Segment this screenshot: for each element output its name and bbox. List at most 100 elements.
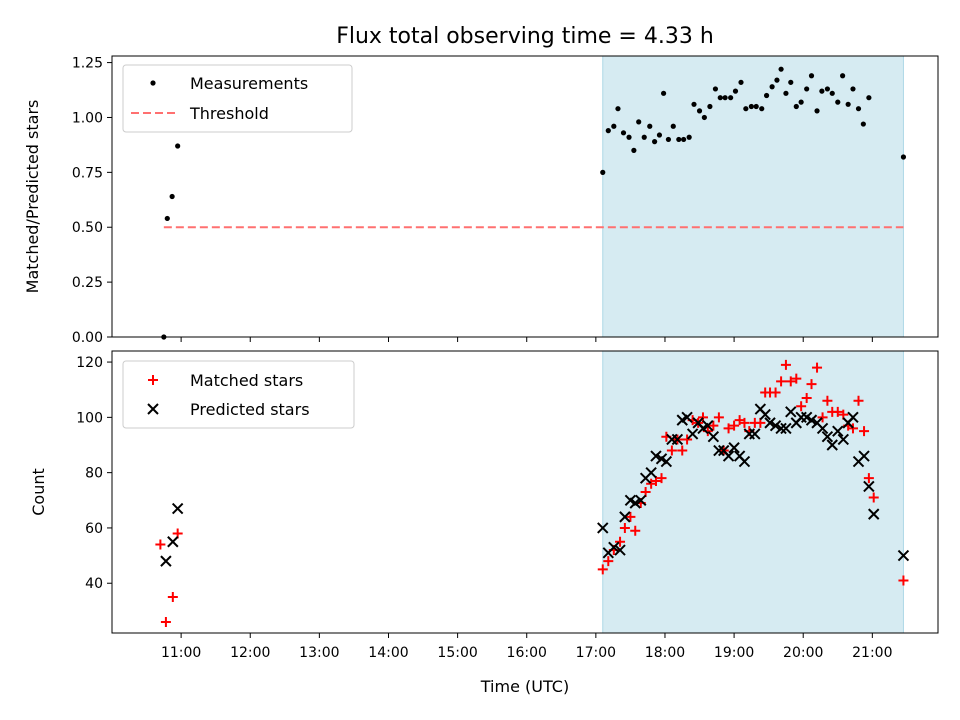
measurement-point: [670, 123, 676, 129]
measurement-point: [824, 86, 831, 92]
matched-point: [898, 575, 909, 586]
y-tick-label: 40: [85, 576, 103, 592]
x-tick-label: 17:00: [576, 645, 616, 661]
measurement-point: [778, 66, 784, 72]
predicted-point: [897, 549, 910, 562]
measurement-point: [631, 147, 637, 153]
y-tick-label: 60: [85, 521, 103, 537]
predicted-point: [816, 422, 829, 435]
predicted-point: [769, 419, 782, 432]
predicted-point: [645, 466, 657, 479]
matched-point: [723, 423, 734, 434]
matched-point: [832, 406, 843, 417]
y-axis-label: Matched/Predicted stars: [23, 100, 42, 294]
matched-point: [739, 417, 750, 428]
plot-frame: [111, 350, 939, 634]
measurement-point: [620, 130, 627, 136]
matched-point: [160, 616, 171, 627]
matched-point: [682, 434, 693, 445]
matched-point: [822, 395, 833, 406]
matched-point: [656, 473, 667, 484]
predicted-point: [167, 536, 179, 548]
predicted-point: [780, 422, 792, 435]
measurement-point: [783, 90, 789, 96]
measurement-point: [636, 119, 642, 125]
measurement-point: [845, 101, 851, 107]
measurement-point: [804, 86, 810, 92]
matched-point: [785, 376, 796, 387]
measurement-point: [900, 154, 907, 160]
predicted-point: [821, 430, 834, 443]
predicted-point: [629, 497, 641, 509]
predicted-point: [650, 450, 662, 462]
measurement-point: [840, 73, 846, 79]
predicted-point: [660, 455, 673, 468]
predicted-point: [847, 411, 859, 424]
measurement-point: [701, 114, 707, 121]
measurement-point: [605, 128, 611, 134]
x-tick-label: 16:00: [507, 645, 547, 661]
measurement-point: [793, 103, 799, 110]
y-axis-label: Count: [29, 468, 48, 516]
matched-point: [167, 592, 178, 603]
measurement-point: [164, 215, 170, 222]
predicted-point: [702, 419, 714, 432]
matched-point: [708, 420, 719, 431]
legend-matched-marker: [148, 375, 158, 385]
matched-point: [776, 376, 787, 387]
legend: Matched stars Predicted stars: [122, 360, 355, 429]
predicted-point: [837, 433, 850, 446]
predicted-point: [759, 408, 771, 421]
observing-window: [602, 350, 904, 634]
measurement-point: [814, 108, 820, 114]
measurement-point: [686, 134, 692, 140]
matched-point: [791, 373, 802, 384]
measurement-point: [676, 136, 682, 143]
measurement-point: [769, 84, 775, 90]
measurement-point: [641, 134, 647, 140]
matched-point: [155, 539, 166, 550]
predicted-point: [858, 450, 870, 462]
matched-point: [796, 401, 807, 412]
predicted-point: [597, 522, 609, 534]
measurement-point: [808, 73, 815, 79]
predicted-point: [171, 502, 184, 515]
y-tick-label: 0.50: [72, 220, 103, 236]
measurement-point: [738, 79, 744, 85]
measurement-point: [665, 136, 672, 143]
measurement-point: [600, 169, 606, 175]
y-tick-label: 1.25: [72, 56, 103, 72]
y-tick-label: 100: [76, 410, 103, 426]
predicted-point: [805, 414, 818, 426]
matched-point: [863, 473, 874, 484]
predicted-point: [160, 555, 172, 567]
predicted-point: [619, 511, 631, 523]
predicted-point: [863, 480, 875, 493]
measurement-point: [835, 99, 841, 105]
legend: Measurements Threshold: [122, 64, 353, 133]
x-tick-label: 14:00: [368, 645, 408, 661]
matched-point: [868, 492, 879, 503]
predicted-point: [614, 544, 626, 556]
legend-box: [122, 64, 353, 133]
predicted-point: [738, 455, 751, 468]
ratio-panel: 0.00 0.25 0.50 0.75 1.00 1.25 Matched/Predicte…: [23, 55, 939, 346]
matched-point: [729, 420, 740, 431]
measurement-point: [798, 99, 804, 105]
x-tick-label: 19:00: [714, 645, 754, 661]
measurement-point: [743, 106, 749, 112]
measurement-point: [681, 136, 687, 143]
y-tick-label: 80: [85, 466, 103, 482]
matched-point: [859, 426, 870, 437]
measurement-point: [660, 90, 667, 96]
matched-point: [619, 522, 630, 533]
predicted-point: [868, 508, 880, 520]
measurement-point: [819, 88, 825, 94]
legend-threshold-label: Threshold: [189, 104, 269, 123]
x-tick-label: 15:00: [437, 645, 477, 661]
predicted-point: [826, 439, 838, 451]
x-tick-label: 20:00: [783, 645, 823, 661]
x-tick-label: 11:00: [161, 645, 201, 661]
predicted-point: [686, 428, 699, 440]
matched-point: [801, 393, 812, 403]
